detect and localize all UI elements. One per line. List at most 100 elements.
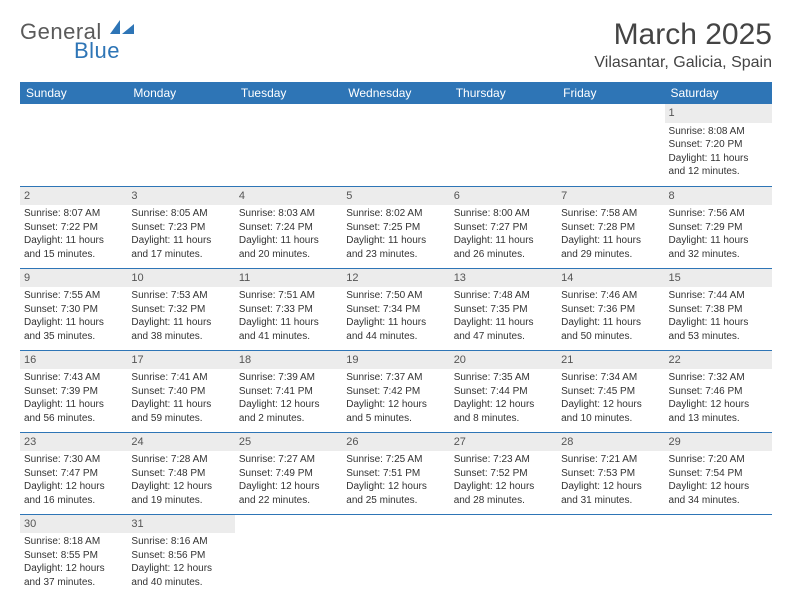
header: General Blue March 2025 Vilasantar, Gali… [20,18,772,72]
calendar-body: 1Sunrise: 8:08 AMSunset: 7:20 PMDaylight… [20,104,772,596]
col-friday: Friday [557,82,664,104]
cell-sunrise: Sunrise: 7:41 AM [131,371,230,385]
cell-sunset: Sunset: 7:39 PM [24,385,123,399]
col-thursday: Thursday [450,82,557,104]
day-number: 19 [342,351,449,370]
cell-sunset: Sunset: 7:41 PM [239,385,338,399]
day-number: 21 [557,351,664,370]
cell-sunrise: Sunrise: 7:46 AM [561,289,660,303]
cell-day1: Daylight: 11 hours [239,316,338,330]
day-number: 10 [127,269,234,288]
cell-day2: and 25 minutes. [346,494,445,508]
cell-sunset: Sunset: 7:47 PM [24,467,123,481]
cell-sunrise: Sunrise: 8:03 AM [239,207,338,221]
cell-sunrise: Sunrise: 7:44 AM [669,289,768,303]
cell-day1: Daylight: 11 hours [669,152,768,166]
calendar-table: Sunday Monday Tuesday Wednesday Thursday… [20,82,772,596]
cell-sunrise: Sunrise: 7:58 AM [561,207,660,221]
cell-day2: and 50 minutes. [561,330,660,344]
cell-sunrise: Sunrise: 7:20 AM [669,453,768,467]
location: Vilasantar, Galicia, Spain [594,54,772,72]
cell-day1: Daylight: 11 hours [239,234,338,248]
calendar-row: 1Sunrise: 8:08 AMSunset: 7:20 PMDaylight… [20,104,772,186]
day-number: 23 [20,433,127,452]
calendar-cell: 12Sunrise: 7:50 AMSunset: 7:34 PMDayligh… [342,268,449,350]
cell-day2: and 31 minutes. [561,494,660,508]
title-block: March 2025 Vilasantar, Galicia, Spain [594,18,772,72]
cell-day1: Daylight: 12 hours [131,562,230,576]
day-number: 6 [450,187,557,206]
cell-day2: and 37 minutes. [24,576,123,590]
calendar-header-row: Sunday Monday Tuesday Wednesday Thursday… [20,82,772,104]
calendar-cell: 21Sunrise: 7:34 AMSunset: 7:45 PMDayligh… [557,350,664,432]
cell-sunrise: Sunrise: 7:28 AM [131,453,230,467]
cell-sunset: Sunset: 7:33 PM [239,303,338,317]
cell-day2: and 34 minutes. [669,494,768,508]
cell-day2: and 40 minutes. [131,576,230,590]
cell-sunset: Sunset: 7:54 PM [669,467,768,481]
calendar-cell [342,514,449,596]
cell-day2: and 5 minutes. [346,412,445,426]
calendar-cell [450,514,557,596]
calendar-cell: 25Sunrise: 7:27 AMSunset: 7:49 PMDayligh… [235,432,342,514]
cell-sunset: Sunset: 7:42 PM [346,385,445,399]
cell-sunrise: Sunrise: 8:05 AM [131,207,230,221]
cell-sunrise: Sunrise: 8:02 AM [346,207,445,221]
cell-day1: Daylight: 11 hours [561,316,660,330]
calendar-cell [557,514,664,596]
cell-day1: Daylight: 11 hours [131,234,230,248]
cell-sunrise: Sunrise: 7:51 AM [239,289,338,303]
cell-day2: and 15 minutes. [24,248,123,262]
cell-sunset: Sunset: 7:30 PM [24,303,123,317]
cell-sunrise: Sunrise: 7:37 AM [346,371,445,385]
cell-sunset: Sunset: 7:40 PM [131,385,230,399]
cell-day2: and 19 minutes. [131,494,230,508]
cell-sunrise: Sunrise: 7:21 AM [561,453,660,467]
day-number: 9 [20,269,127,288]
calendar-cell [665,514,772,596]
col-tuesday: Tuesday [235,82,342,104]
calendar-cell: 18Sunrise: 7:39 AMSunset: 7:41 PMDayligh… [235,350,342,432]
cell-day1: Daylight: 12 hours [346,398,445,412]
calendar-cell: 20Sunrise: 7:35 AMSunset: 7:44 PMDayligh… [450,350,557,432]
day-number: 3 [127,187,234,206]
day-number: 2 [20,187,127,206]
calendar-cell: 31Sunrise: 8:16 AMSunset: 8:56 PMDayligh… [127,514,234,596]
cell-day2: and 29 minutes. [561,248,660,262]
calendar-cell: 3Sunrise: 8:05 AMSunset: 7:23 PMDaylight… [127,186,234,268]
cell-sunset: Sunset: 7:48 PM [131,467,230,481]
calendar-cell [557,104,664,186]
calendar-cell: 30Sunrise: 8:18 AMSunset: 8:55 PMDayligh… [20,514,127,596]
day-number: 28 [557,433,664,452]
day-number: 20 [450,351,557,370]
cell-day1: Daylight: 11 hours [669,234,768,248]
cell-day2: and 53 minutes. [669,330,768,344]
day-number: 24 [127,433,234,452]
cell-sunrise: Sunrise: 7:43 AM [24,371,123,385]
day-number: 4 [235,187,342,206]
cell-sunset: Sunset: 7:46 PM [669,385,768,399]
calendar-cell: 14Sunrise: 7:46 AMSunset: 7:36 PMDayligh… [557,268,664,350]
cell-sunset: Sunset: 8:56 PM [131,549,230,563]
day-number: 14 [557,269,664,288]
cell-sunset: Sunset: 7:53 PM [561,467,660,481]
cell-sunset: Sunset: 7:29 PM [669,221,768,235]
day-number: 22 [665,351,772,370]
cell-sunrise: Sunrise: 7:48 AM [454,289,553,303]
cell-day1: Daylight: 11 hours [24,398,123,412]
day-number: 15 [665,269,772,288]
cell-sunset: Sunset: 7:20 PM [669,138,768,152]
cell-day1: Daylight: 11 hours [24,234,123,248]
day-number: 8 [665,187,772,206]
calendar-cell: 1Sunrise: 8:08 AMSunset: 7:20 PMDaylight… [665,104,772,186]
cell-sunrise: Sunrise: 8:18 AM [24,535,123,549]
cell-day1: Daylight: 12 hours [24,480,123,494]
cell-sunrise: Sunrise: 7:55 AM [24,289,123,303]
calendar-row: 2Sunrise: 8:07 AMSunset: 7:22 PMDaylight… [20,186,772,268]
calendar-cell: 5Sunrise: 8:02 AMSunset: 7:25 PMDaylight… [342,186,449,268]
calendar-row: 30Sunrise: 8:18 AMSunset: 8:55 PMDayligh… [20,514,772,596]
calendar-cell [342,104,449,186]
logo: General Blue [20,18,136,45]
cell-day2: and 22 minutes. [239,494,338,508]
cell-sunrise: Sunrise: 7:50 AM [346,289,445,303]
